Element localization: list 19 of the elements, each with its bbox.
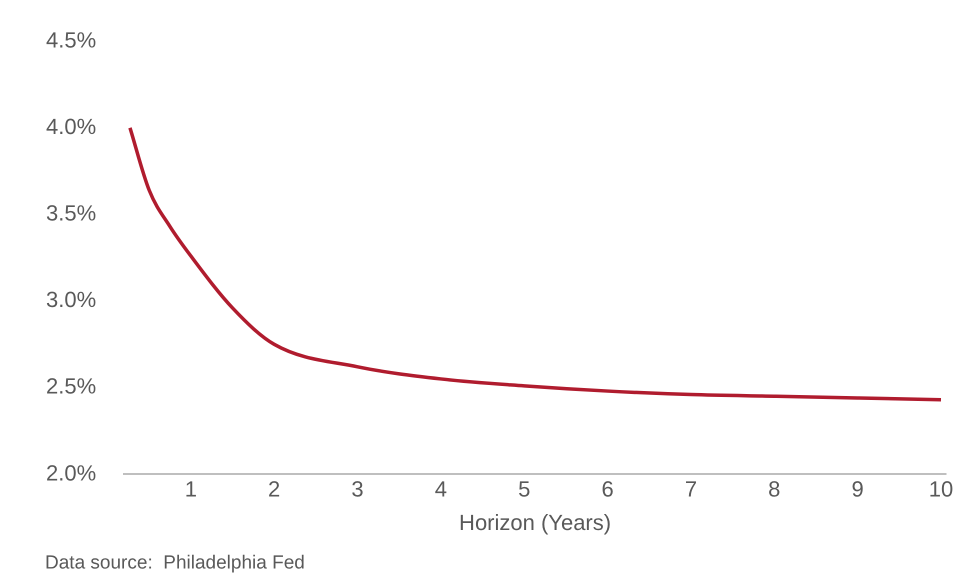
- x-tick-label: 3: [351, 476, 364, 502]
- x-axis-title: Horizon (Years): [459, 510, 612, 535]
- x-tick-label: 10: [928, 476, 954, 502]
- x-tick-label: 8: [768, 476, 780, 502]
- y-tick-label: 3.0%: [46, 287, 96, 312]
- x-tick-label: 1: [184, 476, 197, 502]
- x-tick-label: 6: [601, 476, 614, 502]
- line-series: [128, 126, 943, 402]
- x-tick-label: 5: [518, 476, 530, 502]
- y-tick-label: 4.0%: [46, 114, 96, 139]
- y-tick-label: 2.5%: [46, 374, 96, 399]
- x-tick-label: 4: [434, 476, 448, 502]
- y-tick-label: 3.5%: [46, 200, 96, 226]
- x-tick-label: 2: [268, 476, 280, 502]
- x-tick-label: 9: [852, 476, 864, 502]
- source-note: Data source: Philadelphia Fed: [45, 552, 305, 574]
- x-tick-label: 7: [684, 476, 698, 502]
- y-tick-label: 2.0%: [46, 460, 96, 486]
- y-tick-label: 4.5%: [46, 27, 96, 52]
